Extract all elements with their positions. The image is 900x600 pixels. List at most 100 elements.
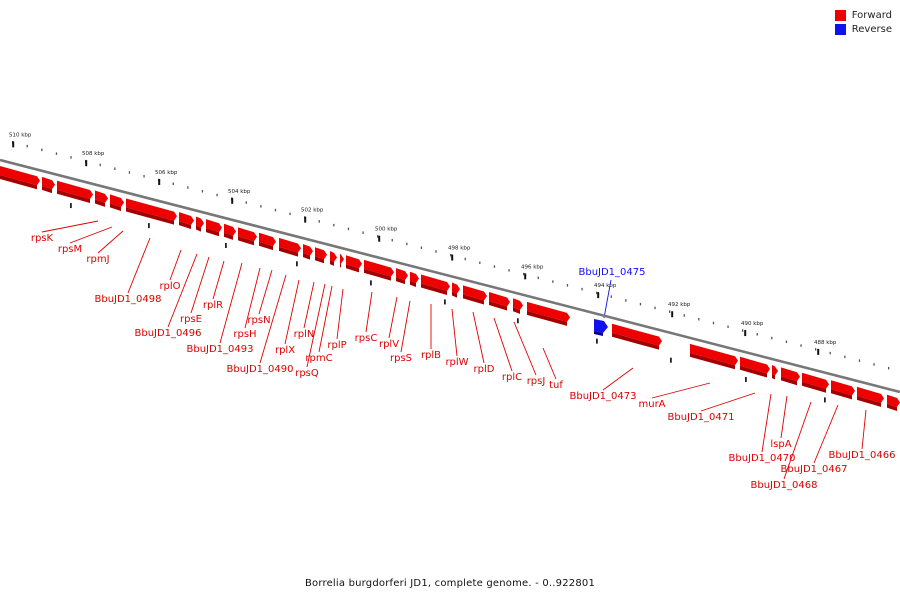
leader-line — [472, 311, 485, 364]
minor-tick — [552, 280, 554, 283]
major-tick — [597, 292, 600, 299]
forward-gene-block — [527, 301, 570, 326]
tick-label: 500 kbp — [375, 227, 398, 233]
major-tick — [671, 311, 674, 318]
major-tick — [596, 338, 598, 344]
minor-tick — [698, 317, 700, 321]
minor-tick — [406, 242, 408, 246]
leader-line — [244, 267, 261, 329]
forward-gene-block — [95, 190, 108, 207]
minor-tick — [771, 336, 773, 340]
major-tick — [817, 348, 820, 355]
map-caption: Borrelia burgdorferi JD1, complete genom… — [304, 578, 596, 589]
gene-label: rplB — [421, 350, 441, 361]
gene-label: BbuJD1_0496 — [134, 328, 201, 339]
leader-line — [190, 256, 210, 314]
minor-tick — [727, 325, 729, 329]
forward-gene-block — [42, 176, 55, 194]
gene-labels: rpsKrpsMrpmJBbuJD1_0498rplOBbuJD1_0496rp… — [31, 233, 896, 491]
minor-tick — [888, 366, 890, 370]
leader-line — [602, 367, 634, 391]
minor-tick — [785, 340, 788, 344]
minor-tick — [114, 167, 116, 170]
minor-tick — [829, 351, 831, 355]
forward-gene-block — [452, 282, 460, 298]
gene-label: BbuJD1_0490 — [226, 364, 293, 375]
forward-gene-block — [330, 251, 337, 266]
major-tick — [451, 254, 454, 261]
forward-gene-block — [410, 271, 419, 288]
leader-line — [542, 347, 557, 380]
leader-line — [780, 395, 788, 439]
tick-label: 504 kbp — [228, 189, 251, 195]
major-tick — [225, 243, 227, 248]
leader-line — [336, 288, 344, 340]
forward-gene-block — [857, 386, 884, 407]
major-tick — [231, 197, 234, 204]
tick-label: 510 kbp — [9, 132, 32, 138]
leader-line — [400, 300, 411, 353]
gene-label: BbuJD1_0475 — [578, 267, 645, 278]
minor-tick — [143, 174, 145, 178]
forward-gene-block — [238, 227, 257, 246]
minor-tick — [669, 310, 671, 313]
leader-line — [41, 220, 99, 233]
minor-tick — [610, 295, 612, 298]
gene-label: BbuJD1_0473 — [569, 391, 636, 402]
major-tick — [296, 261, 298, 267]
legend-reverse: Reverse — [834, 22, 892, 36]
tick-label: 494 kbp — [594, 283, 617, 289]
gene-label: rplN — [294, 329, 315, 340]
forward-gene-block — [772, 365, 778, 380]
gene-label: rpsC — [355, 333, 378, 344]
forward-gene-block — [196, 216, 204, 232]
tick-label: 496 kbp — [521, 264, 544, 270]
leader-line — [451, 308, 458, 357]
tick-label: 488 kbp — [814, 340, 837, 346]
forward-gene-block — [206, 219, 222, 237]
reverse-gene-block — [594, 319, 608, 336]
forward-gene-block — [690, 343, 738, 370]
minor-tick — [172, 182, 174, 185]
gene-label: rpsN — [247, 315, 270, 326]
forward-gene-block — [179, 212, 194, 230]
minor-tick — [493, 265, 496, 268]
forward-gene-block — [831, 380, 855, 400]
leader-line — [813, 404, 839, 464]
major-tick — [85, 160, 88, 167]
leader-line — [783, 401, 812, 480]
minor-tick — [347, 227, 350, 231]
minor-tick — [333, 223, 335, 227]
gene-label: rpsJ — [527, 376, 546, 387]
tick-label: 502 kbp — [301, 208, 324, 214]
legend-forward: Forward — [834, 8, 892, 22]
gene-label: rpsE — [180, 314, 202, 325]
leader-line — [365, 291, 373, 333]
minor-tick — [712, 321, 715, 325]
minor-tick — [26, 144, 28, 148]
minor-tick — [479, 261, 481, 265]
major-tick — [524, 273, 527, 280]
minor-tick — [625, 299, 627, 302]
forward-gene-block — [224, 223, 236, 240]
gene-label: rpmC — [305, 353, 332, 364]
major-tick — [444, 299, 446, 305]
minor-tick — [289, 212, 291, 216]
gene-label: rpsM — [58, 244, 82, 255]
leader-line — [318, 285, 333, 353]
forward-gene-block — [740, 356, 770, 378]
minor-tick — [581, 287, 583, 291]
forward-gene-block — [513, 298, 523, 314]
gene-label: rplW — [445, 357, 468, 368]
minor-tick — [596, 291, 598, 295]
leader-line — [761, 393, 772, 453]
gene-label: BbuJD1_0493 — [186, 344, 253, 355]
gene-label: BbuJD1_0498 — [94, 294, 161, 305]
major-tick — [70, 203, 72, 209]
minor-tick — [274, 208, 277, 212]
forward-gene-block — [110, 194, 124, 211]
minor-tick — [756, 333, 758, 336]
gene-label: rpsQ — [295, 368, 319, 379]
forward-gene-block — [0, 166, 40, 190]
gene-label: rpsH — [233, 329, 256, 340]
